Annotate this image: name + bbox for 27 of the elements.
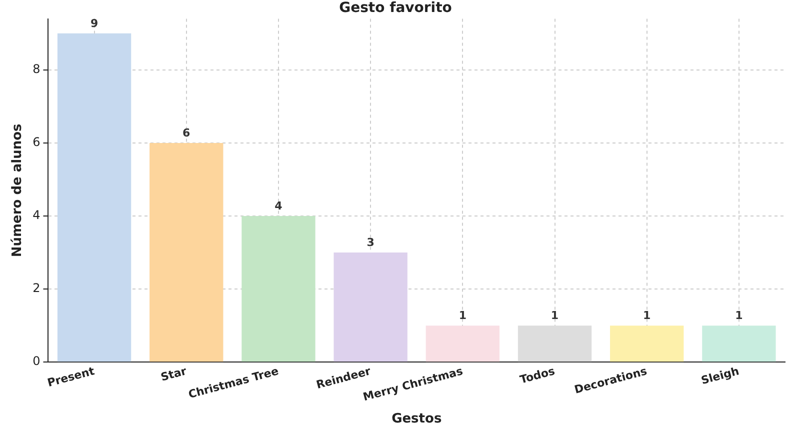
- y-tick-label: 6: [32, 135, 40, 150]
- data-label: 9: [90, 16, 98, 30]
- x-tick-label: Sleigh: [700, 364, 740, 388]
- bar: [242, 216, 316, 362]
- x-axis-title: Gestos: [392, 412, 442, 427]
- y-tick-label: 0: [32, 354, 40, 368]
- bar: [702, 326, 776, 362]
- data-label: 4: [274, 199, 283, 212]
- bar: [518, 326, 592, 362]
- y-tick-label: 2: [32, 281, 40, 296]
- data-label: 1: [735, 308, 743, 322]
- chart-title: Gesto favorito: [339, 0, 452, 16]
- x-tick-label: Todos: [518, 364, 557, 386]
- data-label: 1: [550, 308, 559, 322]
- bar: [57, 33, 132, 362]
- bar: [334, 252, 408, 362]
- data-label: 1: [458, 308, 466, 322]
- y-axis-title: Número de alunos: [10, 123, 26, 258]
- y-tick-label: 4: [32, 208, 40, 222]
- data-label: 1: [643, 308, 651, 322]
- bar: [426, 326, 500, 362]
- bar: [610, 326, 684, 362]
- bar: [150, 142, 224, 362]
- data-label: 3: [366, 236, 374, 249]
- data-label: 6: [182, 126, 191, 140]
- x-tick-label: Star: [159, 364, 188, 384]
- y-tick-label: 8: [32, 62, 40, 76]
